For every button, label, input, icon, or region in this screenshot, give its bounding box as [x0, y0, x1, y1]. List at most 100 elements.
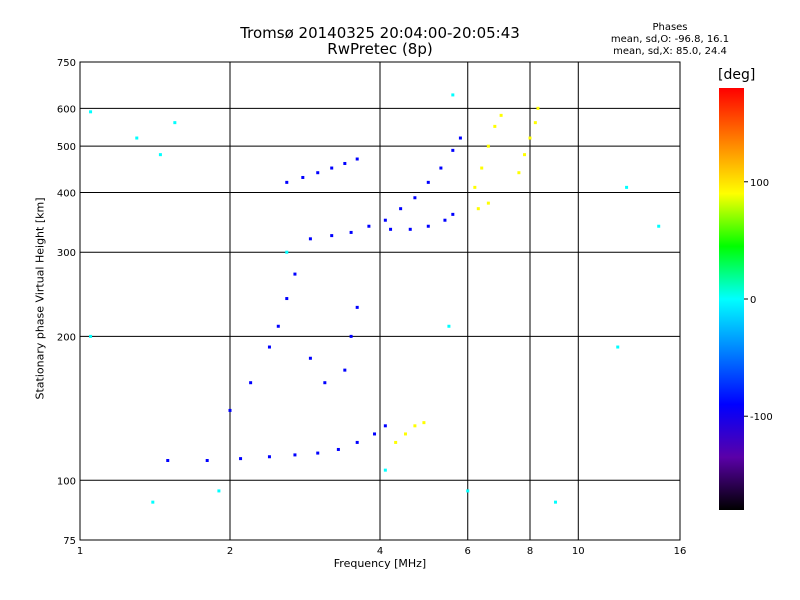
- data-point: [151, 500, 155, 504]
- data-point: [316, 451, 320, 455]
- data-point: [228, 408, 232, 412]
- data-point: [267, 455, 271, 459]
- data-point: [476, 207, 480, 211]
- data-point: [408, 227, 412, 231]
- data-point: [486, 144, 490, 148]
- x-tick-label: 4: [377, 546, 383, 557]
- data-point: [166, 458, 170, 462]
- data-point: [217, 489, 221, 493]
- data-point: [616, 345, 620, 349]
- data-point: [316, 171, 320, 175]
- data-point: [466, 489, 470, 493]
- data-point: [308, 356, 312, 360]
- y-tick-label: 300: [57, 248, 76, 259]
- x-tick-label: 16: [674, 546, 687, 557]
- y-tick-label: 600: [57, 104, 76, 115]
- data-point: [383, 218, 387, 222]
- data-point: [349, 334, 353, 338]
- data-point: [413, 196, 417, 200]
- data-point: [249, 381, 253, 385]
- data-point: [422, 421, 426, 425]
- x-tick-label: 10: [572, 546, 585, 557]
- data-point: [451, 93, 455, 97]
- data-point: [493, 124, 497, 128]
- data-point: [451, 212, 455, 216]
- data-point: [343, 368, 347, 372]
- data-point: [239, 457, 243, 461]
- data-point: [336, 447, 340, 451]
- data-point: [517, 171, 521, 175]
- data-point: [473, 185, 477, 189]
- data-point: [486, 201, 490, 205]
- colorbar-label: [deg]: [718, 67, 756, 83]
- y-tick-label: 750: [57, 58, 76, 69]
- colorbar: 100 0 -100: [719, 88, 773, 510]
- y-tick-labels: 75 100 200 300 400 500 600 750: [57, 58, 76, 547]
- data-point: [533, 121, 537, 125]
- y-axis-label: Stationary phase Virtual Height [km]: [33, 197, 47, 400]
- data-point: [536, 106, 540, 110]
- chart-subtitle: RwPretec (8p): [327, 40, 433, 58]
- x-tick-label: 6: [465, 546, 471, 557]
- data-point: [135, 136, 139, 140]
- data-point: [308, 237, 312, 241]
- y-tick-label: 500: [57, 142, 76, 153]
- data-point: [158, 153, 162, 157]
- data-point: [276, 324, 280, 328]
- data-point: [657, 224, 661, 228]
- data-point: [499, 113, 503, 117]
- data-point: [173, 121, 177, 125]
- data-point: [480, 166, 484, 170]
- colorbar-tick-label: -100: [750, 412, 773, 423]
- data-point: [403, 432, 407, 436]
- data-point: [523, 153, 527, 157]
- data-point: [89, 110, 93, 114]
- data-point: [301, 175, 305, 179]
- data-point: [443, 218, 447, 222]
- data-point: [293, 453, 297, 457]
- data-point: [389, 227, 393, 231]
- data-point: [553, 500, 557, 504]
- data-point: [625, 185, 629, 189]
- y-tick-label: 75: [63, 536, 76, 547]
- phases-legend-line2: mean, sd,X: 85.0, 24.4: [613, 46, 727, 57]
- data-point: [373, 432, 377, 436]
- x-tick-label: 8: [527, 546, 533, 557]
- data-points: [89, 93, 661, 504]
- data-point: [285, 250, 289, 254]
- data-point: [89, 334, 93, 338]
- data-point: [367, 224, 371, 228]
- data-point: [285, 297, 289, 301]
- data-point: [323, 381, 327, 385]
- data-point: [205, 458, 209, 462]
- x-axis-label: Frequency [MHz]: [333, 557, 427, 570]
- colorbar-tick-label: 0: [750, 295, 756, 306]
- data-point: [458, 136, 462, 140]
- data-point: [330, 234, 334, 238]
- data-point: [355, 305, 359, 309]
- data-point: [349, 230, 353, 234]
- data-point: [355, 157, 359, 161]
- chart-title: Tromsø 20140325 20:04:00-20:05:43: [240, 24, 520, 42]
- data-point: [426, 180, 430, 184]
- data-point: [383, 468, 387, 472]
- colorbar-tick-label: 100: [750, 178, 769, 189]
- y-tick-label: 200: [57, 332, 76, 343]
- data-point: [293, 272, 297, 276]
- data-point: [394, 440, 398, 444]
- x-tick-label: 2: [227, 546, 233, 557]
- phases-legend-line1: mean, sd,O: -96.8, 16.1: [610, 34, 730, 45]
- x-tick-labels: 1 2 4 6 8 10 16: [77, 546, 687, 557]
- y-tick-label: 400: [57, 188, 76, 199]
- phases-legend-title: Phases: [652, 22, 688, 33]
- data-point: [413, 424, 417, 428]
- x-tick-label: 1: [77, 546, 83, 557]
- grid-lines: [80, 62, 680, 540]
- data-point: [330, 166, 334, 170]
- data-point: [399, 207, 403, 211]
- data-point: [343, 161, 347, 165]
- data-point: [285, 180, 289, 184]
- data-point: [355, 440, 359, 444]
- data-point: [426, 224, 430, 228]
